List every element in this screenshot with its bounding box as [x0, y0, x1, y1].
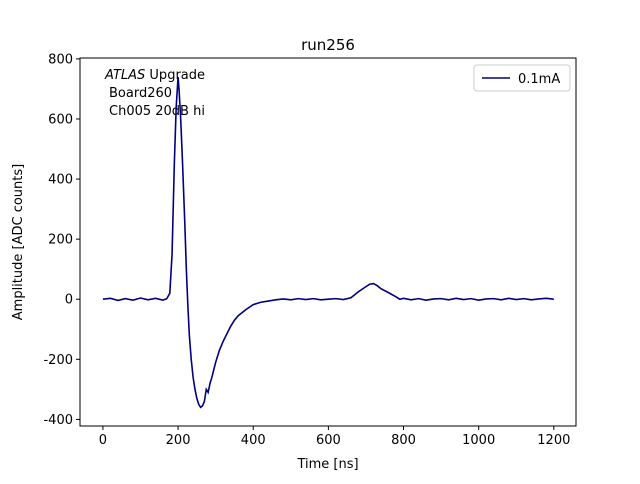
y-tick-label: 0 [65, 293, 73, 308]
y-axis-label: Amplitude [ADC counts] [11, 164, 26, 320]
legend-label: 0.1mA [518, 72, 560, 87]
annotation: Ch005 20dB hi [109, 104, 205, 119]
y-tick-label: 400 [48, 173, 73, 188]
x-tick-label: 0 [99, 433, 107, 448]
x-tick-label: 200 [166, 433, 191, 448]
chart-title: run256 [301, 36, 355, 54]
legend-box [473, 64, 571, 92]
annotation-text: Upgrade [149, 68, 205, 83]
x-tick-label: 600 [316, 433, 341, 448]
y-tick-label: 600 [48, 112, 73, 127]
y-tick-label: -400 [43, 413, 73, 428]
x-axis-label: Time [ns] [296, 457, 358, 472]
annotation: Board260 [109, 86, 172, 101]
y-tick-label: -200 [43, 353, 73, 368]
x-tick-label: 400 [241, 433, 266, 448]
y-tick-label: 800 [48, 52, 73, 67]
x-tick-label: 800 [391, 433, 416, 448]
axes-frame [79, 57, 577, 427]
annotation-experiment: ATLAS [104, 68, 145, 83]
annotation: ATLAS Upgrade [104, 68, 205, 83]
y-tick-label: 200 [48, 233, 73, 248]
data-line [102, 76, 554, 409]
x-tick-label: 1200 [537, 433, 570, 448]
x-tick-label: 1000 [462, 433, 495, 448]
